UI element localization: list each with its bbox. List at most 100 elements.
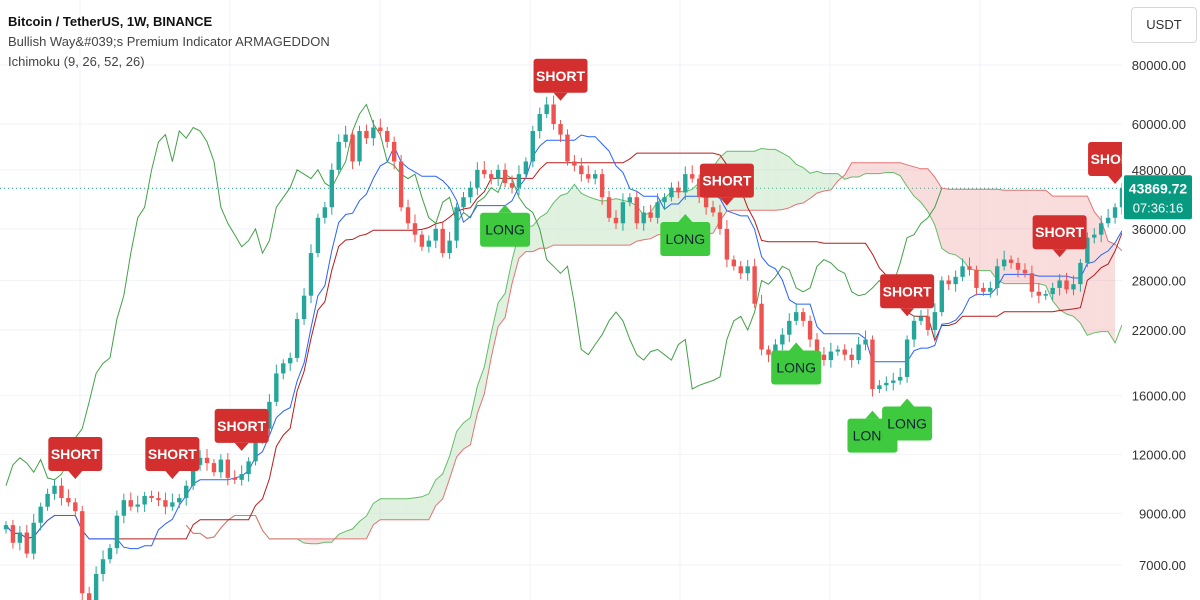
candle-body	[828, 351, 834, 361]
candle-body	[939, 280, 944, 313]
candle-body	[897, 376, 903, 381]
ichimoku-cloud-segment	[754, 148, 762, 211]
candle-body	[1057, 280, 1062, 288]
ichimoku-title[interactable]: Ichimoku (9, 26, 52, 26)	[8, 54, 145, 69]
candle-body	[433, 228, 438, 241]
candle-body	[364, 131, 369, 139]
candle-body	[391, 141, 397, 162]
last-price-badge	[1124, 175, 1192, 220]
ichimoku-cloud-segment	[414, 496, 422, 520]
candle-body	[287, 357, 293, 364]
ichimoku-cloud-segment	[456, 422, 464, 457]
short-signal[interactable]: SHORT	[145, 437, 200, 480]
candle-body	[696, 178, 702, 198]
long-signal[interactable]: LONG	[660, 214, 711, 257]
candle-body	[142, 495, 147, 505]
long-signal-label: LONG	[485, 222, 525, 238]
candle-body	[419, 234, 425, 247]
ichimoku-cloud-segment	[477, 367, 485, 414]
candle-body	[662, 197, 667, 203]
currency-selector[interactable]: USDT	[1131, 7, 1197, 43]
ichimoku-cloud-segment	[768, 149, 776, 211]
ichimoku-cloud-segment	[927, 168, 935, 225]
ichimoku-cloud-segment	[893, 162, 901, 176]
candle-body	[52, 485, 57, 494]
candle-body	[190, 464, 196, 486]
ichimoku-cloud-segment	[442, 456, 450, 499]
ichimoku-cloud-segment	[817, 171, 824, 194]
candle-body	[149, 495, 154, 499]
long-signal[interactable]: LONG	[480, 204, 531, 247]
candle-body	[475, 169, 480, 188]
ichimoku-cloud-segment	[505, 260, 513, 318]
candle-body	[1043, 294, 1048, 296]
ichimoku-cloud-segment	[1066, 196, 1074, 317]
price-axis-panel[interactable]	[1122, 0, 1200, 600]
symbol-title[interactable]: Bitcoin / TetherUS, 1W, BINANCE	[8, 14, 213, 29]
ichimoku-cloud-segment	[948, 189, 956, 255]
ichimoku-cloud-segment	[789, 156, 797, 208]
candle-body	[66, 498, 71, 503]
candle-body	[800, 312, 806, 321]
candle-body	[780, 334, 785, 345]
short-signal[interactable]: SHORT	[1032, 215, 1087, 258]
ichimoku-cloud-segment	[359, 516, 367, 539]
candle-body	[835, 349, 841, 352]
long-signal[interactable]: LONG	[882, 398, 933, 441]
candle-body	[232, 477, 237, 480]
candle-body	[724, 228, 730, 260]
candle-body	[1085, 237, 1090, 263]
candle-body	[502, 169, 508, 184]
ichimoku-cloud-segment	[1108, 241, 1116, 343]
ichimoku-cloud-segment	[553, 195, 561, 246]
candle-body	[1064, 280, 1069, 290]
candle-body	[738, 266, 743, 274]
short-signal[interactable]: SHORT	[880, 274, 935, 317]
candle-body	[246, 461, 251, 475]
candle-body	[967, 266, 972, 270]
ichimoku-cloud-segment	[546, 202, 554, 249]
candle-body	[627, 197, 633, 203]
ichimoku-cloud-segment	[595, 199, 603, 246]
short-signal[interactable]: SHORT	[699, 163, 754, 206]
ichimoku-cloud-segment	[581, 193, 589, 246]
candle-body	[253, 437, 258, 462]
candle-body	[752, 266, 757, 304]
candle-body	[995, 266, 1000, 288]
candle-body	[489, 174, 494, 179]
short-signal[interactable]: SHORT	[533, 58, 588, 101]
long-signal-label: LONG	[887, 416, 927, 432]
candle-body	[495, 169, 501, 179]
ichimoku-cloud-segment	[449, 431, 457, 479]
candle-body	[981, 287, 986, 292]
ichimoku-cloud-segment	[858, 162, 866, 177]
short-signal[interactable]: SHORT	[214, 408, 269, 451]
candle-body	[301, 295, 307, 320]
ichimoku-cloud-segment	[539, 213, 547, 249]
y-axis-tick-label: 60000.00	[1132, 117, 1186, 132]
ichimoku-cloud-segment	[969, 189, 977, 271]
short-signal-label: SHORT	[536, 68, 585, 84]
long-signal[interactable]: LONG	[771, 342, 822, 385]
kijun-line	[5, 152, 1123, 540]
indicator-title[interactable]: Bullish Way&#039;s Premium Indicator ARM…	[8, 34, 330, 49]
candle-body	[544, 104, 549, 115]
short-signal[interactable]: SHORT	[48, 437, 103, 480]
y-axis-tick-label: 12000.00	[1132, 447, 1186, 462]
ichimoku-cloud-segment	[782, 153, 790, 210]
short-signal-pointer	[900, 308, 915, 317]
candle-body	[322, 207, 328, 218]
candle-body	[274, 373, 279, 402]
y-axis-tick-label: 7000.00	[1139, 558, 1186, 573]
ichimoku-cloud-segment	[428, 479, 436, 520]
candle-body	[849, 354, 854, 361]
candle-body	[329, 169, 334, 208]
long-signal-pointer	[865, 410, 880, 419]
ichimoku-cloud-segment	[408, 497, 415, 520]
candle-body	[24, 532, 29, 554]
candle-body	[100, 559, 106, 574]
ichimoku-cloud-segment	[962, 189, 970, 269]
long-signal-pointer	[900, 398, 915, 407]
